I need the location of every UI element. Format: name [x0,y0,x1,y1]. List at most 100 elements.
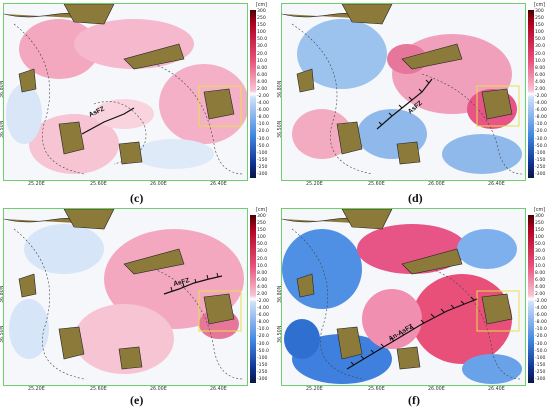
colorbar-tick-label: 150 [535,23,544,29]
x-tick-f-3: 26.40E [488,387,505,392]
colorbar-tick-label: -300 [535,377,546,382]
colorbar-tick-label: 100 [257,30,266,36]
x-tick-c-2: 26.00E [150,182,167,187]
colorbar-tick-label: -10.0 [535,122,547,128]
colorbar-tick-label: 6.00 [257,72,268,78]
colorbar-tick-label: 30.0 [257,44,268,50]
x-tick-c-0: 25.20E [28,182,45,187]
x-tick-e-0: 25.20E [28,387,45,392]
colorbar-tick-label: 10.0 [535,58,546,64]
colorbar-tick-label: 100 [257,235,266,241]
colorbar-tick-label: -100 [257,355,268,361]
colorbar-tick-label: -30.0 [257,341,269,347]
colorbar-tick-label: 50.0 [257,37,268,43]
colorbar-tick-label: -150 [257,362,268,368]
y-tick-d-0: 36.80N [278,80,283,98]
panel-label-e: (e) [130,393,144,407]
panel-label-c: (c) [130,191,144,205]
colorbar-tick-label: 6.00 [535,277,546,283]
x-tick-e-3: 26.40E [210,387,227,392]
colorbar-tick-label: -8.00 [257,115,269,121]
panel-d: AsFZ [cm] 300 250 150 100 50.0 30.0 20.0 10.0 8.… [278,0,548,205]
panel-f: An-AsFZ [cm] 300 250 150 100 50.0 30.0 20.0 10.… [278,205,548,410]
colorbar-tick-label: -2.00 [535,299,547,305]
colorbar-tick-label: 20.0 [535,51,546,57]
colorbar-tick-label: 2.00 [257,86,268,92]
colorbar-tick-label: 10.0 [257,263,268,269]
colorbar-tick-label: 50.0 [535,242,546,248]
colorbar-tick-label: 300 [535,214,544,219]
colorbar-ticks-c: 300 250 150 100 50.0 30.0 20.0 10.0 8.00 6.00 4.00… [257,9,271,178]
colorbar-tick-label: 100 [535,30,544,36]
colorbar-tick-label: -20.0 [257,334,269,340]
colorbar-tick-label: 10.0 [535,263,546,269]
colorbar-tick-label: 2.00 [535,86,546,92]
colorbar-f [528,215,534,383]
colorbar-tick-label: 8.00 [535,270,546,276]
colorbar-unit-c: [cm] [256,3,268,8]
x-tick-d-0: 25.20E [306,182,323,187]
colorbar-tick-label: -2.00 [257,299,269,305]
colorbar-tick-label: 20.0 [257,51,268,57]
colorbar-tick-label: -250 [535,164,546,170]
colorbar-tick-label: -4.00 [535,101,547,107]
x-tick-f-2: 26.00E [428,387,445,392]
colorbar-tick-label: 250 [257,221,266,227]
colorbar-tick-label: 300 [257,9,266,14]
x-tick-d-3: 26.40E [488,182,505,187]
colorbar-unit-f: [cm] [534,208,546,213]
colorbar-tick-label: 6.00 [257,277,268,283]
panel-c: AsFZ [cm] 300 250 150 100 50.0 30.0 20.0 10.0 8.… [0,0,270,205]
colorbar-tick-label: -150 [535,362,546,368]
colorbar-tick-label: 8.00 [535,65,546,71]
colorbar-unit-e: [cm] [256,208,268,213]
colorbar-tick-label: 30.0 [535,249,546,255]
colorbar-tick-label: 4.00 [535,284,546,290]
x-tick-d-2: 26.00E [428,182,445,187]
colorbar-tick-label: 250 [257,16,266,22]
panel-label-f: (f) [408,393,420,407]
colorbar-tick-label: 2.00 [535,291,546,297]
colorbar-tick-label: -20.0 [535,334,547,340]
colorbar-tick-label: -10.0 [257,327,269,333]
map-c: AsFZ [3,3,248,181]
colorbar-tick-label: 4.00 [535,79,546,85]
colorbar-tick-label: -10.0 [535,327,547,333]
colorbar-tick-label: 150 [535,228,544,234]
colorbar-ticks-d: 300 250 150 100 50.0 30.0 20.0 10.0 8.00 6.00 4.00… [535,9,549,178]
colorbar-tick-label: -100 [535,150,546,156]
x-tick-d-1: 25.60E [368,182,385,187]
colorbar-tick-label: 150 [257,23,266,29]
colorbar-tick-label: -30.0 [535,136,547,142]
colorbar-tick-label: 4.00 [257,79,268,85]
colorbar-tick-label: -10.0 [257,122,269,128]
colorbar-tick-label: -250 [257,369,268,375]
colorbar-tick-label: -250 [257,164,268,170]
x-tick-e-2: 26.00E [150,387,167,392]
colorbar-tick-label: 8.00 [257,65,268,71]
colorbar-tick-label: -2.00 [257,94,269,100]
colorbar-tick-label: -8.00 [535,320,547,326]
colorbar-tick-label: -2.00 [535,94,547,100]
colorbar-tick-label: -100 [535,355,546,361]
colorbar-ticks-e: 300 250 150 100 50.0 30.0 20.0 10.0 8.00 6.00 4.00… [257,214,271,383]
colorbar-tick-label: -50.0 [535,143,547,149]
y-tick-e-1: 36.50N [0,325,5,343]
panel-e: AsFZ [cm] 300 250 150 100 50.0 30.0 20.0 10.0 8.… [0,205,270,410]
colorbar-unit-d: [cm] [534,3,546,8]
colorbar-tick-label: -50.0 [257,143,269,149]
colorbar-tick-label: 50.0 [257,242,268,248]
colorbar-tick-label: -6.00 [257,108,269,114]
colorbar-tick-label: 50.0 [535,37,546,43]
map-e: AsFZ [3,208,248,386]
colorbar-tick-label: 8.00 [257,270,268,276]
colorbar-tick-label: 150 [257,228,266,234]
colorbar-tick-label: 300 [535,9,544,14]
colorbar-tick-label: 20.0 [535,256,546,262]
colorbar-tick-label: -50.0 [535,348,547,354]
y-tick-d-1: 36.50N [278,120,283,138]
colorbar-tick-label: 100 [535,235,544,241]
colorbar-tick-label: -300 [257,172,268,177]
y-tick-f-0: 36.80N [278,285,283,303]
colorbar-tick-label: 30.0 [535,44,546,50]
